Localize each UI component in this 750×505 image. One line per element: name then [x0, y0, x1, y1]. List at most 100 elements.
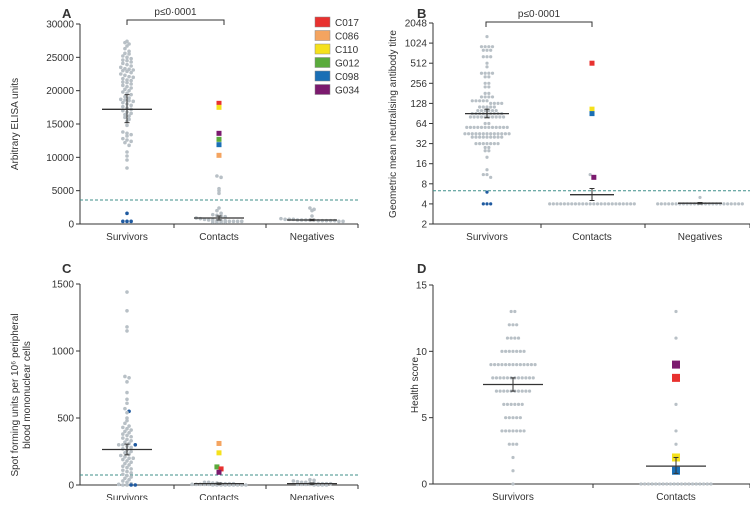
data-point — [125, 459, 129, 463]
data-point — [588, 172, 592, 177]
group-contacts — [190, 440, 248, 487]
y-axis-label: Geometric mean neutralising antibody tit… — [388, 30, 399, 218]
data-point — [498, 115, 502, 119]
data-point — [500, 101, 504, 105]
data-point — [127, 88, 131, 93]
data-point — [129, 428, 133, 432]
legend-swatch-c110 — [314, 43, 331, 55]
data-point-c017 — [589, 60, 595, 66]
data-point-c098 — [216, 142, 222, 148]
data-point — [127, 430, 131, 435]
x-tick-label: Negatives — [290, 232, 334, 243]
significance-bracket — [485, 21, 593, 27]
data-point — [129, 449, 133, 454]
data-point — [498, 376, 502, 380]
data-point — [235, 219, 240, 224]
data-point — [125, 390, 129, 395]
x-tick-label: Survivors — [492, 492, 534, 500]
data-point — [490, 95, 495, 99]
data-point — [210, 220, 215, 224]
data-point-c098 — [589, 111, 595, 117]
data-point — [127, 74, 131, 79]
data-point — [489, 55, 493, 59]
data-point — [520, 389, 524, 393]
data-point — [511, 455, 515, 460]
panel-letter: A — [62, 6, 72, 21]
data-point — [500, 429, 504, 433]
data-point-c110 — [216, 450, 222, 456]
data-point — [474, 135, 478, 139]
x-tick-label: Contacts — [199, 493, 238, 500]
data-point — [698, 195, 702, 200]
data-point-below-threshold — [485, 190, 489, 194]
data-point — [123, 140, 127, 145]
data-point — [127, 424, 131, 428]
data-point — [123, 429, 127, 434]
data-point — [310, 214, 314, 218]
data-point — [217, 206, 221, 210]
data-point — [125, 380, 129, 384]
data-point — [502, 402, 506, 406]
data-point — [121, 464, 125, 469]
data-point — [702, 482, 706, 486]
data-point-g034 — [591, 174, 597, 180]
x-tick-label: Survivors — [466, 232, 508, 243]
significance-bracket — [126, 19, 225, 25]
y-tick-label: 10 — [416, 347, 428, 358]
data-point-below-threshold — [133, 443, 138, 447]
data-point — [520, 376, 524, 380]
data-point — [131, 75, 136, 80]
data-point — [516, 376, 521, 380]
data-point — [494, 115, 498, 119]
data-point — [643, 482, 647, 486]
data-point — [121, 136, 125, 141]
data-point — [513, 402, 517, 406]
data-point — [507, 363, 511, 367]
data-point — [487, 125, 491, 129]
data-point — [505, 336, 510, 340]
data-point — [559, 202, 563, 206]
legend-swatch-g034 — [314, 84, 331, 95]
data-point — [283, 217, 287, 222]
data-point — [674, 442, 678, 446]
data-point — [500, 363, 504, 367]
data-point-below-threshold — [485, 202, 489, 206]
legend: C017 C086 C110 G012 C098 G034 — [314, 16, 360, 97]
data-point — [709, 482, 713, 486]
data-point — [504, 363, 508, 367]
data-point-below-threshold — [481, 202, 485, 206]
data-point — [125, 410, 129, 415]
x-tick-label: Survivors — [106, 232, 148, 243]
data-point — [494, 376, 499, 380]
data-point — [125, 158, 129, 162]
data-point — [481, 132, 485, 136]
data-point — [116, 482, 121, 487]
data-point — [215, 213, 219, 218]
data-point — [125, 290, 129, 294]
data-point — [127, 114, 131, 118]
data-point — [505, 402, 510, 406]
data-point — [121, 90, 125, 94]
y-tick-label: 0 — [68, 481, 74, 492]
data-point — [570, 202, 574, 206]
data-point — [618, 202, 622, 206]
y-tick-label: 10000 — [46, 153, 74, 164]
x-tick-label: Contacts — [656, 492, 695, 500]
data-point — [485, 61, 489, 65]
data-point — [504, 349, 508, 353]
data-point-c017 — [672, 373, 680, 382]
data-point — [121, 58, 125, 62]
data-point — [483, 145, 487, 150]
y-tick-label: 15000 — [46, 120, 74, 131]
data-point — [125, 131, 129, 136]
group-survivors — [463, 35, 511, 206]
data-point — [489, 101, 493, 105]
data-point — [131, 456, 136, 461]
data-point — [476, 115, 480, 119]
data-point — [125, 134, 129, 138]
data-point — [129, 103, 133, 108]
data-point — [676, 482, 680, 486]
data-point — [121, 83, 125, 88]
data-point — [518, 416, 522, 420]
data-point — [127, 52, 131, 56]
